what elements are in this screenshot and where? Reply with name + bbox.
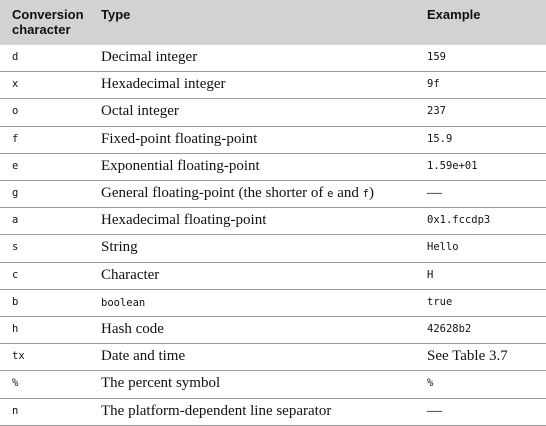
table-row: d Decimal integer 159: [0, 45, 546, 73]
type-description: Fixed-point floating-point: [101, 130, 258, 147]
conversion-character: d: [12, 51, 19, 63]
type-description: Date and time: [101, 348, 186, 365]
conversion-character: b: [12, 295, 19, 308]
type-part: f: [362, 188, 369, 200]
conversion-character: n: [12, 404, 19, 417]
header-type: Type: [101, 7, 131, 22]
conversion-character: x: [12, 78, 19, 91]
conversion-character: g: [12, 187, 19, 199]
conversion-character: f: [12, 132, 19, 145]
type-description: Exponential floating-point: [101, 157, 260, 174]
table-row: tx Date and time See Table 3.7: [0, 344, 546, 372]
conversion-character: %: [12, 377, 19, 390]
table-row: b boolean true: [0, 290, 546, 317]
conversion-character: h: [12, 323, 19, 335]
example-value: —: [427, 402, 442, 419]
table-row: s String Hello: [0, 235, 546, 263]
table-row: g General floating-point (the shorter of …: [0, 181, 546, 209]
header-example: Example: [427, 7, 481, 22]
example-value: 15.9: [427, 132, 453, 145]
example-value: 1.59e+01: [427, 159, 478, 172]
example-value: 0x1.fccdp3: [427, 214, 491, 227]
type-description: The percent symbol: [101, 375, 221, 392]
example-value: true: [427, 295, 453, 308]
table-row: a Hexadecimal floating-point 0x1.fccdp3: [0, 208, 546, 236]
example-value: Hello: [427, 241, 459, 254]
conversion-character: e: [12, 159, 19, 172]
type-description: boolean: [101, 296, 146, 309]
conversion-character: o: [12, 105, 19, 118]
table-row: % The percent symbol%: [0, 371, 546, 399]
header-col1-line1: Conversion: [12, 7, 84, 22]
conversion-character: s: [12, 241, 19, 254]
type-part: General floating-point (the shorter of: [101, 185, 328, 201]
table-row: c Character H: [0, 263, 546, 290]
example-value: See Table 3.7: [427, 348, 508, 365]
type-description: Hexadecimal floating-point: [101, 212, 267, 229]
header-conversion-character: Conversion character: [12, 7, 84, 37]
example-value: 42628b2: [427, 323, 472, 335]
conversion-character: a: [12, 214, 19, 227]
table-row: n The platform-dependent line separator —: [0, 399, 546, 426]
conversion-character: c: [12, 268, 19, 281]
type-part: and: [333, 185, 363, 201]
type-description: General floating-point (the shorter of e…: [101, 185, 374, 202]
table-header: Conversion character Type Example: [0, 0, 546, 45]
example-value: %: [427, 377, 434, 390]
table-row: o Octal integer 237: [0, 99, 546, 127]
example-value: 237: [427, 105, 446, 118]
type-description: Hexadecimal integer: [101, 76, 226, 93]
type-part: ): [369, 185, 374, 201]
example-value: 159: [427, 51, 446, 63]
type-description: String: [101, 239, 138, 256]
header-col1-line2: character: [12, 22, 71, 37]
type-description: Hash code: [101, 321, 164, 337]
table-row: x Hexadecimal integer 9f: [0, 72, 546, 100]
example-value: —: [427, 185, 442, 201]
type-description: Character: [101, 266, 160, 283]
example-value: 9f: [427, 78, 440, 91]
type-part: e: [327, 188, 334, 200]
example-value: H: [427, 268, 434, 281]
table-row: e Exponential floating-point 1.59e+01: [0, 154, 546, 181]
table-row: f Fixed-point floating-point 15.9: [0, 127, 546, 154]
type-description: Decimal integer: [101, 49, 198, 65]
type-description: Octal integer: [101, 103, 179, 120]
type-description: The platform-dependent line separator: [101, 402, 332, 419]
table-row: h Hash code 42628b2: [0, 317, 546, 345]
conversion-character: tx: [12, 350, 25, 363]
